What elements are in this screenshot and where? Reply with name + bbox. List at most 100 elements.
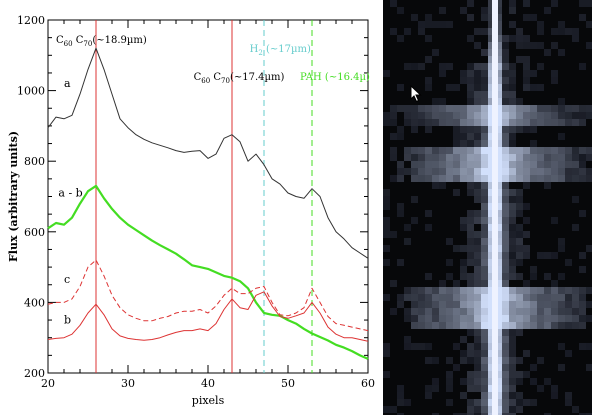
image-pixel [551,252,558,259]
image-pixel [495,203,502,210]
image-pixel [537,42,544,49]
image-pixel [523,56,530,63]
image-pixel [502,217,509,224]
image-pixel [488,77,495,84]
image-pixel [481,14,488,21]
image-pixel [488,280,495,287]
image-pixel [481,126,488,133]
image-pixel [509,210,516,217]
image-pixel [425,210,432,217]
image-pixel [397,133,404,140]
image-pixel [432,322,439,329]
image-pixel [516,168,523,175]
x-tick-label: 20 [41,377,55,390]
image-pixel [446,168,453,175]
image-pixel [481,378,488,385]
image-pixel [383,189,390,196]
image-pixel [467,175,474,182]
image-pixel [551,161,558,168]
image-pixel [495,168,502,175]
image-pixel [481,84,488,91]
image-pixel [467,182,474,189]
image-pixel [495,98,502,105]
image-pixel [383,217,390,224]
image-pixel [551,280,558,287]
image-pixel [495,371,502,378]
image-pixel [446,84,453,91]
image-pixel [425,77,432,84]
image-pixel [558,98,565,105]
image-pixel [495,399,502,406]
image-pixel [488,147,495,154]
image-pixel [383,203,390,210]
image-pixel [586,343,592,350]
image-pixel [397,84,404,91]
annotation-part: 70 [221,77,230,85]
image-pixel [460,140,467,147]
image-pixel [502,287,509,294]
image-pixel [495,231,502,238]
image-pixel [544,119,551,126]
image-pixel [530,154,537,161]
y-tick-label: 1000 [17,85,45,98]
image-pixel [530,175,537,182]
image-pixel [481,371,488,378]
spectrum-core [492,0,498,415]
image-pixel [516,126,523,133]
image-pixel [495,84,502,91]
image-pixel [537,357,544,364]
image-pixel [474,385,481,392]
annotation-part: C [73,35,84,46]
image-pixel [481,364,488,371]
image-pixel [425,35,432,42]
image-pixel [495,112,502,119]
image-pixel [390,133,397,140]
image-pixel [523,287,530,294]
image-pixel [446,371,453,378]
image-pixel [467,238,474,245]
image-pixel [558,161,565,168]
image-pixel [516,161,523,168]
image-pixel [446,112,453,119]
image-pixel [516,112,523,119]
image-pixel [509,406,516,413]
image-pixel [544,161,551,168]
image-pixel [425,126,432,133]
image-pixel [509,91,516,98]
image-pixel [537,63,544,70]
image-pixel [474,119,481,126]
image-pixel [418,28,425,35]
image-pixel [425,294,432,301]
image-pixel [509,147,516,154]
image-pixel [572,315,579,322]
y-tick-label: 600 [24,226,45,239]
image-pixel [467,294,474,301]
image-pixel [509,315,516,322]
image-pixel [509,399,516,406]
image-pixel [523,42,530,49]
image-pixel [390,112,397,119]
image-pixel [404,343,411,350]
image-pixel [572,322,579,329]
image-pixel [397,301,404,308]
image-pixel [572,406,579,413]
image-pixel [502,84,509,91]
series-line-a-b [47,184,369,360]
image-pixel [495,266,502,273]
image-pixel [551,119,558,126]
image-pixel [481,245,488,252]
image-pixel [474,210,481,217]
image-pixel [467,224,474,231]
image-pixel [460,322,467,329]
image-pixel [502,168,509,175]
image-pixel [495,294,502,301]
image-pixel [565,168,572,175]
image-pixel [551,0,558,7]
image-pixel [488,91,495,98]
image-pixel [446,308,453,315]
image-pixel [397,294,404,301]
image-pixel [488,49,495,56]
image-pixel [418,161,425,168]
image-pixel [502,126,509,133]
image-pixel [488,70,495,77]
